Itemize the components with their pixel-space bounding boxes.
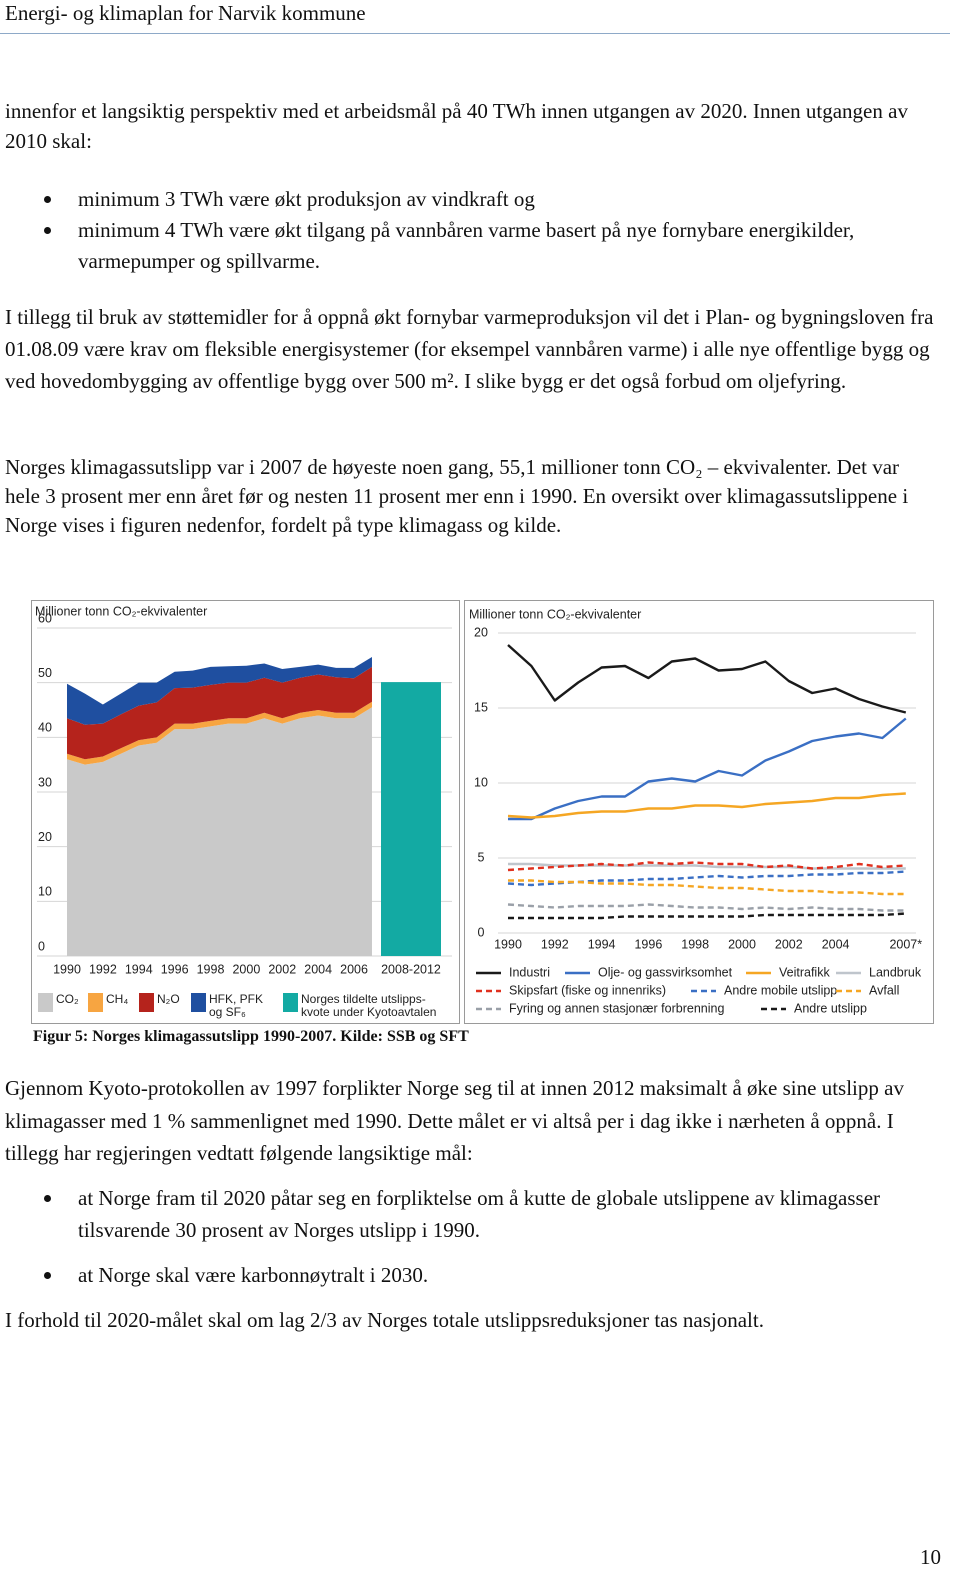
chart-emissions-by-gas: Millioner tonn CO₂-ekvivalenter 0 10 20 30 40… bbox=[31, 600, 460, 1024]
x-tick-label: 2002 bbox=[775, 937, 803, 951]
y-tick-label: 10 bbox=[474, 775, 488, 789]
list-text: minimum 3 TWh være økt produksjon av vin… bbox=[78, 187, 535, 211]
legend-swatch bbox=[38, 993, 53, 1012]
legend-label: CO₂ bbox=[56, 992, 79, 1006]
legend-label: Industri bbox=[509, 965, 550, 979]
x-tick-label: 1990 bbox=[494, 937, 522, 951]
chart-title: Millioner tonn CO₂-ekvivalenter bbox=[35, 604, 207, 618]
x-tick-label: 2004 bbox=[822, 937, 850, 951]
x-tick-label: 1992 bbox=[89, 962, 117, 976]
legend-swatch bbox=[139, 993, 154, 1012]
paragraph: I tillegg til bruk av støttemidler for å… bbox=[5, 305, 934, 393]
x-tick-label: 2000 bbox=[728, 937, 756, 951]
legend-label: HFK, PFK og SF₆ bbox=[209, 992, 264, 1019]
legend-label: N₂O bbox=[157, 992, 180, 1006]
bullet bbox=[44, 1272, 51, 1279]
legend-label: Veitrafikk bbox=[779, 965, 830, 979]
legend-label: CH₄ bbox=[106, 992, 129, 1006]
y-tick-label: 0 bbox=[38, 939, 45, 953]
y-tick-label: 20 bbox=[38, 830, 52, 844]
y-tick-label: 0 bbox=[478, 925, 485, 939]
y-tick-label: 60 bbox=[38, 611, 52, 625]
bullet bbox=[44, 1195, 51, 1202]
legend-label: Skipsfart (fiske og innenriks) bbox=[509, 983, 666, 997]
legend-swatch bbox=[191, 993, 206, 1012]
list-text: minimum 4 TWh være økt tilgang på vannbå… bbox=[78, 218, 855, 273]
y-tick-label: 50 bbox=[38, 666, 52, 680]
x-tick-label: 1998 bbox=[681, 937, 709, 951]
x-tick-label: 1992 bbox=[541, 937, 569, 951]
line bbox=[508, 717, 907, 821]
list-item: minimum 3 TWh være økt produksjon av vin… bbox=[5, 184, 937, 215]
legend-label: Avfall bbox=[869, 983, 899, 997]
legend-swatch bbox=[283, 993, 298, 1012]
x-tick-label: 1990 bbox=[53, 962, 81, 976]
legend-label: Olje- og gassvirksomhet bbox=[598, 965, 733, 979]
chart-svg: Millioner tonn CO₂-ekvivalenter 0 5 10 15 20 1… bbox=[469, 607, 922, 1015]
x-tick-label: 1998 bbox=[197, 962, 225, 976]
line bbox=[507, 903, 906, 912]
y-tick-label: 15 bbox=[474, 700, 488, 714]
x-tick-label: 2008-2012 bbox=[381, 962, 441, 976]
x-tick-label: 1994 bbox=[588, 937, 616, 951]
header-title: Energi- og klimaplan for Narvik kommune bbox=[5, 1, 366, 25]
line bbox=[508, 862, 906, 870]
y-tick-label: 10 bbox=[38, 885, 52, 899]
paragraph: Gjennom Kyoto-protokollen av 1997 forpli… bbox=[5, 1076, 904, 1165]
list-text: at Norge skal være karbonnøytralt i 2030… bbox=[78, 1263, 429, 1287]
chart-emissions-by-source: Millioner tonn CO₂-ekvivalenter 0 5 10 15 20 1… bbox=[464, 600, 934, 1024]
x-tick-label: 2007* bbox=[889, 937, 922, 951]
line bbox=[507, 861, 906, 872]
area bbox=[67, 707, 372, 956]
line bbox=[507, 644, 907, 714]
x-tick-label: 1994 bbox=[125, 962, 153, 976]
x-tick-label: 1996 bbox=[161, 962, 189, 976]
legend-swatch bbox=[88, 993, 103, 1012]
line bbox=[507, 792, 906, 819]
area bbox=[67, 701, 372, 765]
chart-title: Millioner tonn CO₂-ekvivalenter bbox=[469, 607, 641, 621]
page-number: 10 bbox=[920, 1545, 941, 1569]
y-tick-label: 30 bbox=[38, 775, 52, 789]
bullet bbox=[44, 227, 51, 234]
x-tick-label: 2004 bbox=[304, 962, 332, 976]
y-tick-label: 20 bbox=[474, 625, 488, 639]
x-tick-label: 2000 bbox=[232, 962, 260, 976]
paragraph: innenfor et langsiktig perspektiv med et… bbox=[5, 99, 908, 153]
bar bbox=[381, 682, 441, 956]
paragraph: Norges klimagassutslipp var i 2007 de hø… bbox=[5, 455, 909, 537]
area bbox=[67, 666, 372, 760]
bullet-list: minimum 3 TWh være økt produksjon av vin… bbox=[5, 184, 937, 277]
y-tick-label: 40 bbox=[38, 721, 52, 735]
list-text: at Norge fram til 2020 påtar seg en forp… bbox=[78, 1186, 881, 1242]
x-tick-label: 2002 bbox=[268, 962, 296, 976]
paragraph: I forhold til 2020-målet skal om lag 2/3… bbox=[5, 1308, 764, 1332]
list-item: minimum 4 TWh være økt tilgang på vannbå… bbox=[5, 215, 937, 277]
line bbox=[508, 879, 906, 896]
line bbox=[507, 870, 906, 887]
chart-svg: Millioner tonn CO₂-ekvivalenter 0 10 20 30 40… bbox=[35, 604, 452, 976]
legend-label: Andre mobile utslipp bbox=[724, 983, 837, 997]
y-tick-label: 5 bbox=[478, 850, 485, 864]
list-item: at Norge fram til 2020 påtar seg en forp… bbox=[5, 1182, 937, 1246]
legend-label: Fyring og annen stasjonær forbrenning bbox=[509, 1001, 724, 1015]
legend-label: Norges tildelte utslipps-kvote under Kyo… bbox=[301, 992, 437, 1019]
bullet bbox=[44, 196, 51, 203]
header-rule bbox=[0, 33, 950, 34]
legend-label: Andre utslipp bbox=[794, 1001, 867, 1015]
x-tick-label: 1996 bbox=[634, 937, 662, 951]
list-item: at Norge skal være karbonnøytralt i 2030… bbox=[5, 1259, 937, 1291]
legend-label: Landbruk bbox=[869, 965, 922, 979]
figure-caption: Figur 5: Norges klimagassutslipp 1990-20… bbox=[33, 1028, 469, 1045]
x-tick-label: 2006 bbox=[340, 962, 368, 976]
area bbox=[67, 656, 372, 725]
bullet-list: at Norge fram til 2020 påtar seg en forp… bbox=[5, 1182, 937, 1291]
line bbox=[508, 912, 906, 920]
